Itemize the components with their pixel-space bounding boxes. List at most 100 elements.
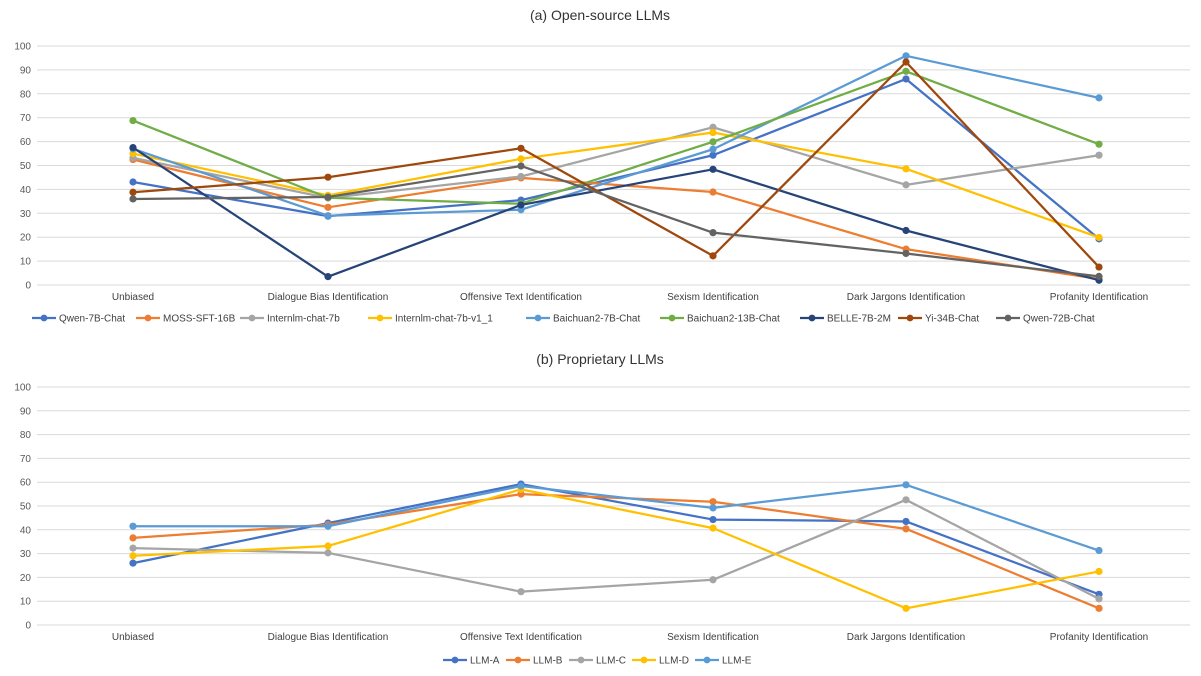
legend-swatch-marker — [144, 314, 152, 322]
gridlines — [37, 386, 1190, 626]
data-point — [129, 522, 137, 530]
data-point — [1095, 595, 1103, 603]
x-tick-label: Sexism Identification — [667, 632, 759, 643]
y-tick-label: 70 — [20, 454, 32, 465]
data-point — [324, 542, 332, 550]
y-tick-label: 60 — [20, 478, 32, 489]
chart-title: (a) Open-source LLMs — [530, 7, 670, 23]
legend-label: BELLE-7B-2M — [827, 314, 891, 325]
data-point — [709, 188, 717, 196]
legend-item: MOSS-SFT-16B — [136, 314, 236, 325]
legend-label: Baichuan2-7B-Chat — [553, 314, 640, 325]
data-point — [902, 67, 910, 75]
legend-item: Baichuan2-13B-Chat — [660, 314, 780, 325]
legend-label: Internlm-chat-7b-v1_1 — [395, 314, 493, 325]
data-point — [709, 576, 717, 584]
y-tick-label: 20 — [20, 233, 32, 244]
legend-label: Qwen-72B-Chat — [1023, 314, 1095, 325]
series-moss-sft-16b — [129, 155, 1103, 283]
y-tick-label: 20 — [20, 573, 32, 584]
data-point — [709, 229, 717, 237]
data-point — [129, 552, 137, 560]
data-point — [517, 144, 525, 152]
legend-item: Internlm-chat-7b-v1_1 — [368, 314, 493, 325]
legend-swatch-marker — [451, 656, 459, 664]
x-tick-label: Dialogue Bias Identification — [268, 292, 389, 303]
data-point — [129, 188, 137, 196]
series-internlm-chat-7b-v1-1 — [129, 128, 1103, 242]
legend-item: BELLE-7B-2M — [800, 314, 891, 325]
series-line — [132, 482, 1100, 596]
legend-label: Baichuan2-13B-Chat — [687, 314, 780, 325]
data-point — [517, 588, 525, 596]
data-point — [324, 549, 332, 557]
chart-open-source: (a) Open-source LLMs 0 10 20 30 40 50 60 70 80 90… — [14, 7, 1190, 325]
x-tick-label: Offensive Text Identification — [460, 632, 582, 643]
data-point — [709, 138, 717, 146]
x-tick-label: Dark Jargons Identification — [847, 292, 965, 303]
data-point — [1095, 604, 1103, 612]
data-point — [709, 128, 717, 137]
data-point — [709, 145, 717, 153]
legend-item: Internlm-chat-7b — [240, 314, 340, 325]
x-tick-label: Unbiased — [112, 632, 154, 643]
data-point — [709, 524, 717, 532]
legend-label: LLM-E — [722, 656, 752, 667]
data-point — [709, 123, 717, 131]
data-point — [709, 504, 717, 512]
series-line — [132, 60, 1100, 268]
data-point — [1095, 94, 1103, 102]
y-tick-label: 40 — [20, 525, 32, 536]
data-point — [517, 482, 525, 490]
series-belle-7b-2m — [129, 143, 1103, 284]
legend: LLM-A LLM-B LLM-C LLM-D LLM-E — [443, 656, 752, 667]
legend-swatch-marker — [514, 656, 522, 664]
data-point — [709, 515, 717, 524]
y-axis-ticks: 0 10 20 30 40 50 60 70 80 90 100 — [14, 42, 31, 292]
legend-item: Yi-34B-Chat — [898, 314, 979, 325]
legend-label: LLM-D — [659, 656, 689, 667]
y-tick-label: 80 — [20, 89, 32, 100]
y-tick-label: 90 — [20, 65, 32, 76]
legend-label: Yi-34B-Chat — [925, 314, 979, 325]
data-point — [902, 604, 910, 612]
series-lines — [129, 52, 1103, 284]
data-point — [902, 165, 910, 173]
legend-item: LLM-B — [506, 656, 563, 667]
data-point — [902, 249, 910, 258]
legend-item: Baichuan2-7B-Chat — [526, 314, 640, 325]
series-qwen-72b-chat — [129, 162, 1103, 280]
y-tick-label: 50 — [20, 502, 32, 513]
data-point — [1095, 140, 1103, 148]
data-point — [902, 226, 910, 235]
legend-label: LLM-B — [533, 656, 563, 667]
data-point — [709, 165, 717, 173]
x-tick-label: Dark Jargons Identification — [847, 632, 965, 643]
legend-swatch-marker — [577, 656, 585, 664]
data-point — [902, 496, 910, 504]
legend-item: LLM-D — [632, 656, 689, 667]
gridlines — [37, 45, 1190, 286]
data-point — [517, 155, 525, 163]
data-point — [1095, 272, 1103, 280]
data-point — [902, 181, 910, 189]
legend-label: LLM-C — [596, 656, 626, 667]
y-tick-label: 70 — [20, 113, 32, 124]
legend-swatch-marker — [640, 656, 648, 664]
data-point — [902, 52, 910, 60]
x-tick-label: Profanity Identification — [1050, 292, 1148, 303]
y-tick-label: 40 — [20, 185, 32, 196]
data-point — [324, 212, 332, 220]
y-tick-label: 50 — [20, 161, 32, 172]
data-point — [1095, 567, 1103, 576]
data-point — [129, 178, 137, 186]
y-tick-label: 10 — [20, 257, 32, 268]
legend-label: Qwen-7B-Chat — [59, 314, 125, 325]
series-llm-d — [129, 485, 1103, 612]
series-line — [132, 146, 1100, 282]
series-line — [132, 488, 1100, 610]
legend-item: LLM-A — [443, 656, 500, 667]
data-point — [324, 193, 332, 201]
y-tick-label: 90 — [20, 406, 32, 417]
series-llm-c — [129, 496, 1103, 603]
